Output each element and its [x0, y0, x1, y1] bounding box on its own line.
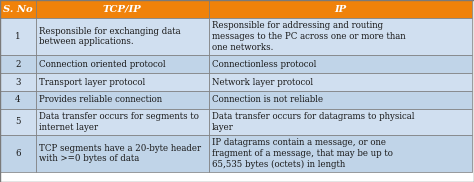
Bar [0, 109, 36, 135]
Bar [209, 18, 472, 55]
Bar [36, 73, 209, 91]
Text: Data transfer occurs for segments to
internet layer: Data transfer occurs for segments to int… [39, 112, 199, 132]
Text: S. No: S. No [3, 5, 33, 13]
Bar [36, 91, 209, 109]
Text: Connection is not reliable: Connection is not reliable [212, 96, 323, 104]
Text: 6: 6 [15, 149, 20, 158]
Bar [36, 55, 209, 73]
Bar [209, 0, 472, 18]
Text: IP datagrams contain a message, or one
fragment of a message, that may be up to
: IP datagrams contain a message, or one f… [212, 138, 393, 169]
Bar [0, 0, 36, 18]
Text: Connection oriented protocol: Connection oriented protocol [39, 60, 165, 68]
Text: 5: 5 [15, 118, 20, 126]
Bar [36, 135, 209, 172]
Bar [209, 91, 472, 109]
Bar [0, 135, 36, 172]
Bar [0, 73, 36, 91]
Text: 1: 1 [15, 32, 20, 41]
Bar [209, 135, 472, 172]
Text: 2: 2 [15, 60, 20, 68]
Text: TCP/IP: TCP/IP [103, 5, 141, 13]
Bar [209, 55, 472, 73]
Text: Data transfer occurs for datagrams to physical
layer: Data transfer occurs for datagrams to ph… [212, 112, 414, 132]
Text: Provides reliable connection: Provides reliable connection [39, 96, 162, 104]
Text: Transport layer protocol: Transport layer protocol [39, 78, 145, 86]
Bar [209, 109, 472, 135]
Text: IP: IP [334, 5, 346, 13]
Bar [209, 73, 472, 91]
Text: Connectionless protocol: Connectionless protocol [212, 60, 316, 68]
Bar [0, 91, 36, 109]
Text: 3: 3 [15, 78, 20, 86]
Text: Responsible for exchanging data
between applications.: Responsible for exchanging data between … [39, 27, 181, 46]
Bar [36, 0, 209, 18]
Bar [36, 18, 209, 55]
Bar [0, 18, 36, 55]
Text: 4: 4 [15, 96, 20, 104]
Bar [36, 109, 209, 135]
Text: TCP segments have a 20-byte header
with >=0 bytes of data: TCP segments have a 20-byte header with … [39, 144, 201, 163]
Text: Responsible for addressing and routing
messages to the PC across one or more tha: Responsible for addressing and routing m… [212, 21, 405, 52]
Bar [0, 55, 36, 73]
Text: Network layer protocol: Network layer protocol [212, 78, 313, 86]
